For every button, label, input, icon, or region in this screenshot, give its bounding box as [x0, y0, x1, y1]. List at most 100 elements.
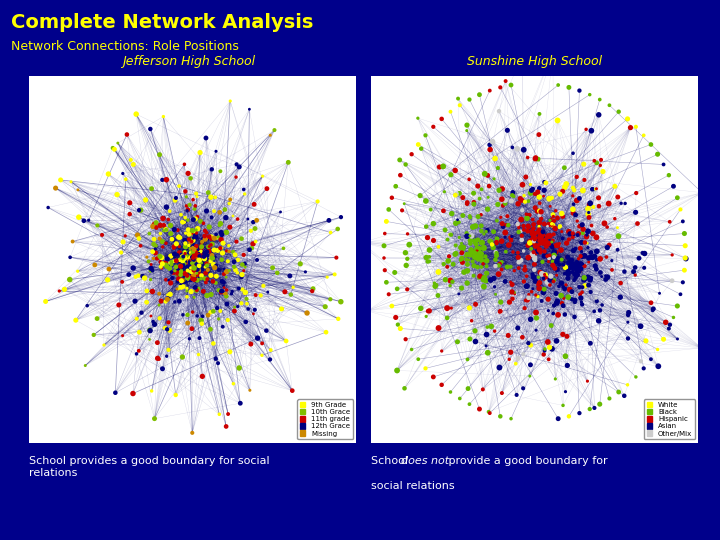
Point: [574, 194, 585, 202]
Point: [593, 111, 605, 119]
Point: [207, 277, 219, 286]
Point: [148, 254, 159, 263]
Point: [186, 429, 198, 437]
Point: [433, 268, 444, 276]
Point: [479, 244, 490, 253]
Point: [485, 322, 497, 330]
Point: [251, 255, 263, 264]
Point: [123, 270, 135, 279]
Point: [127, 264, 139, 272]
Point: [166, 268, 177, 276]
Point: [556, 279, 567, 287]
Point: [466, 232, 477, 240]
Point: [175, 271, 186, 279]
Point: [163, 318, 174, 327]
Point: [193, 249, 204, 258]
Point: [249, 306, 261, 314]
Point: [591, 255, 603, 264]
Point: [197, 235, 208, 244]
Point: [174, 248, 185, 257]
Point: [528, 224, 539, 233]
Point: [594, 95, 606, 104]
Point: [191, 242, 202, 251]
Point: [552, 414, 564, 423]
Point: [513, 224, 524, 232]
Point: [609, 214, 621, 223]
Point: [523, 197, 534, 205]
Point: [489, 282, 500, 291]
Point: [551, 258, 562, 266]
Point: [179, 254, 190, 262]
Point: [572, 231, 583, 239]
Point: [510, 219, 522, 227]
Point: [464, 400, 475, 408]
Point: [568, 186, 580, 194]
Point: [528, 265, 540, 274]
Point: [185, 249, 197, 258]
Point: [528, 233, 539, 242]
Point: [561, 239, 572, 247]
Point: [162, 291, 174, 299]
Point: [508, 192, 520, 201]
Point: [534, 199, 546, 207]
Point: [464, 251, 475, 260]
Point: [567, 192, 579, 200]
Point: [196, 320, 207, 328]
Point: [577, 225, 589, 234]
Point: [557, 187, 569, 195]
Point: [542, 295, 554, 303]
Point: [145, 264, 157, 273]
Legend: 9th Grade, 10th Grace, 11th grade, 12th Grace, Missing: 9th Grade, 10th Grace, 11th grade, 12th …: [297, 399, 353, 440]
Point: [536, 296, 547, 305]
Point: [130, 110, 142, 118]
Point: [552, 265, 563, 274]
Point: [241, 299, 253, 308]
Point: [547, 261, 559, 269]
Point: [137, 272, 148, 280]
Point: [177, 256, 189, 265]
Point: [566, 287, 577, 296]
Point: [197, 312, 208, 321]
Point: [154, 234, 166, 243]
Point: [188, 251, 199, 259]
Point: [664, 320, 675, 329]
Point: [433, 163, 445, 171]
Point: [154, 314, 166, 322]
Point: [186, 244, 198, 253]
Point: [590, 233, 602, 241]
Point: [210, 261, 222, 269]
Point: [536, 228, 547, 237]
Point: [504, 298, 516, 307]
Point: [189, 270, 200, 279]
Point: [441, 262, 453, 271]
Point: [256, 351, 268, 360]
Point: [536, 214, 547, 223]
Point: [323, 216, 335, 225]
Point: [458, 268, 469, 276]
Point: [469, 337, 481, 346]
Point: [584, 90, 595, 99]
Point: [577, 220, 588, 229]
Point: [554, 222, 566, 231]
Point: [395, 324, 406, 333]
Point: [182, 273, 194, 282]
Point: [475, 211, 487, 219]
Point: [221, 267, 233, 276]
Point: [89, 261, 101, 269]
Point: [536, 239, 547, 247]
Point: [189, 231, 200, 240]
Point: [150, 241, 161, 250]
Point: [534, 184, 545, 193]
Point: [666, 276, 678, 285]
Point: [534, 248, 546, 256]
Point: [474, 249, 485, 258]
Point: [468, 189, 480, 198]
Point: [469, 222, 481, 231]
Point: [428, 236, 439, 245]
Point: [186, 254, 198, 262]
Point: [181, 293, 193, 301]
Point: [518, 191, 530, 200]
Point: [469, 327, 481, 335]
Point: [202, 260, 213, 268]
Point: [168, 235, 179, 244]
